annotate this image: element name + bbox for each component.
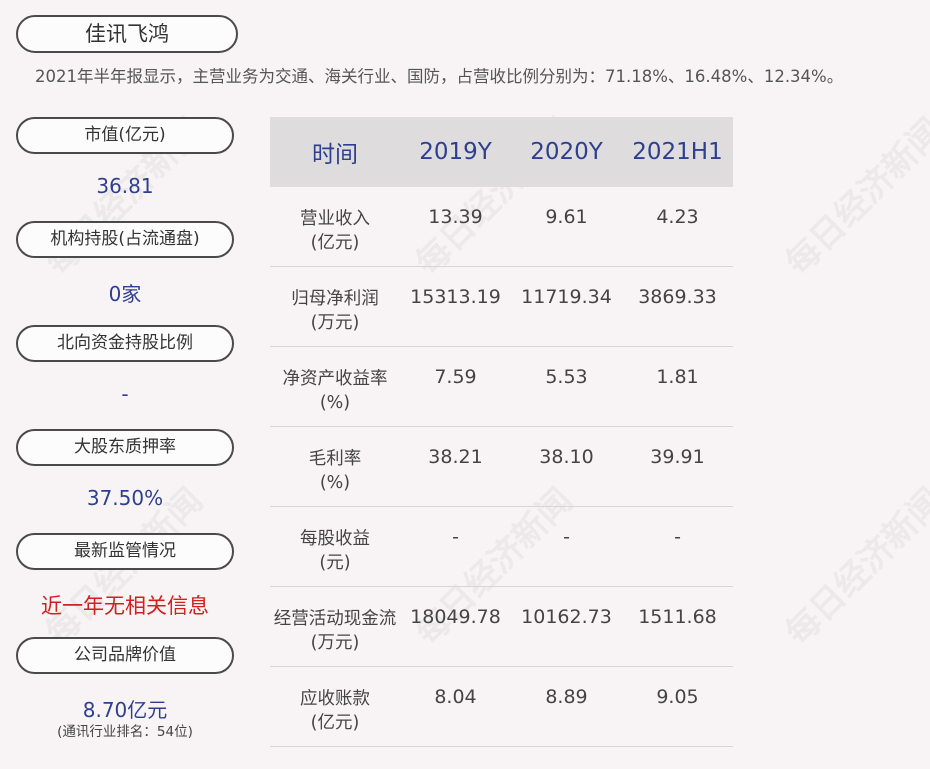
table-cell: 18049.78 — [410, 606, 501, 628]
financial-table: 时间 2019Y 2020Y 2021H1 营业收入 (亿元) 13.39 9.61 4… — [270, 117, 733, 747]
table-cell: - — [452, 526, 459, 548]
header-2021h1: 2021H1 — [632, 139, 723, 165]
pledge-ratio-label: 大股东质押率 — [16, 429, 234, 466]
table-cell: 9.05 — [656, 686, 699, 708]
table-cell: 15313.19 — [410, 286, 501, 308]
table-cell: 8.89 — [545, 686, 588, 708]
table-cell: 8.04 — [434, 686, 477, 708]
row-label: 应收账款 (亿元) — [270, 667, 400, 746]
table-cell: - — [674, 526, 681, 548]
table-row: 毛利率 (%) 38.21 38.10 39.91 — [270, 427, 733, 507]
business-summary: 2021年半年报显示，主营业务为交通、海关行业、国防，占营收比例分别为：71.1… — [35, 67, 844, 86]
row-label: 归母净利润 (万元) — [270, 267, 400, 346]
table-cell: 4.23 — [656, 206, 699, 228]
row-unit: (元) — [319, 553, 351, 573]
table-cell: 1511.68 — [638, 606, 717, 628]
northbound-ratio-value: - — [121, 382, 129, 406]
market-cap-value: 36.81 — [96, 174, 154, 198]
row-metric: 毛利率 — [308, 449, 362, 469]
table-row: 应收账款 (亿元) 8.04 8.89 9.05 — [270, 667, 733, 747]
table-cell: 3869.33 — [638, 286, 717, 308]
table-cell: 11719.34 — [521, 286, 612, 308]
table-body: 营业收入 (亿元) 13.39 9.61 4.23 归母净利润 (万元) 15313.19 11… — [270, 187, 733, 747]
table-cell: 9.61 — [545, 206, 588, 228]
table-row: 净资产收益率 (%) 7.59 5.53 1.81 — [270, 347, 733, 427]
header-2020: 2020Y — [530, 139, 603, 165]
pledge-ratio-value: 37.50% — [86, 486, 164, 510]
table-row: 归母净利润 (万元) 15313.19 11719.34 3869.33 — [270, 267, 733, 347]
row-label: 营业收入 (亿元) — [270, 187, 400, 266]
row-label: 毛利率 (%) — [270, 427, 400, 506]
table-cell: 5.53 — [545, 366, 588, 388]
row-unit: (万元) — [310, 313, 360, 333]
header-2019: 2019Y — [419, 139, 492, 165]
row-metric: 每股收益 — [300, 529, 370, 549]
row-metric: 应收账款 — [300, 689, 370, 709]
row-label: 净资产收益率 (%) — [270, 347, 400, 426]
regulatory-status-value: 近一年无相关信息 — [41, 594, 209, 618]
row-unit: (%) — [319, 393, 351, 413]
row-unit: (亿元) — [310, 233, 360, 253]
row-label: 经营活动现金流 (万元) — [270, 587, 400, 666]
row-metric: 净资产收益率 — [282, 369, 388, 389]
watermark: 每日经济新闻 — [778, 110, 930, 284]
table-cell: - — [563, 526, 570, 548]
row-label: 每股收益 (元) — [270, 507, 400, 586]
regulatory-status-label: 最新监管情况 — [16, 533, 234, 570]
institutional-holdings-label: 机构持股(占流通盘) — [16, 221, 234, 258]
table-row: 营业收入 (亿元) 13.39 9.61 4.23 — [270, 187, 733, 267]
table-cell: 10162.73 — [521, 606, 612, 628]
row-unit: (万元) — [310, 633, 360, 653]
market-cap-label: 市值(亿元) — [16, 117, 234, 154]
table-header: 时间 2019Y 2020Y 2021H1 — [270, 117, 733, 187]
northbound-ratio-label: 北向资金持股比例 — [16, 325, 234, 362]
header-period: 时间 — [312, 142, 358, 168]
table-cell: 13.39 — [428, 206, 483, 228]
row-metric: 营业收入 — [300, 209, 370, 229]
table-row: 经营活动现金流 (万元) 18049.78 10162.73 1511.68 — [270, 587, 733, 667]
table-row: 每股收益 (元) - - - — [270, 507, 733, 587]
row-metric: 归母净利润 — [291, 289, 379, 309]
table-cell: 39.91 — [650, 446, 705, 468]
institutional-holdings-value: 0家 — [108, 282, 142, 306]
row-unit: (亿元) — [310, 713, 360, 733]
brand-value-label: 公司品牌价值 — [16, 637, 234, 674]
brand-value-value: 8.70亿元 — [82, 698, 168, 722]
table-cell: 38.21 — [428, 446, 483, 468]
table-cell: 38.10 — [539, 446, 594, 468]
table-cell: 7.59 — [434, 366, 477, 388]
row-metric: 经营活动现金流 — [273, 609, 397, 629]
company-title: 佳讯飞鸿 — [16, 15, 238, 53]
brand-rank-note: (通讯行业排名：54位) — [57, 724, 193, 740]
row-unit: (%) — [319, 473, 351, 493]
watermark: 每日经济新闻 — [778, 480, 930, 654]
table-cell: 1.81 — [656, 366, 699, 388]
